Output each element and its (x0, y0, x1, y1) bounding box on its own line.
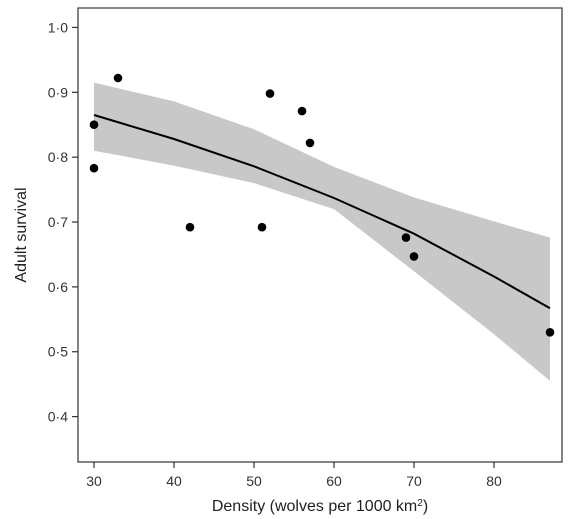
data-point (89, 163, 99, 173)
x-axis-title-superscript: 2 (417, 498, 423, 509)
data-point (409, 252, 419, 261)
fit-line (93, 114, 551, 310)
data-point (89, 120, 99, 129)
x-axis-title-main: Density (wolves per 1000 km (212, 498, 417, 515)
data-point (305, 138, 315, 148)
x-tick-label: 40 (166, 473, 182, 489)
y-axis-title: Adult survival (13, 187, 30, 282)
confidence-band (94, 82, 550, 381)
x-tick-label: 70 (406, 473, 422, 489)
data-point (401, 233, 411, 242)
x-axis-title: Density (wolves per 1000 km2) (212, 498, 428, 516)
x-tick-label: 60 (326, 473, 342, 489)
data-points-layer (89, 73, 555, 337)
fit-line-layer (93, 114, 551, 310)
y-axis-ticks: 0·4 0·5 0·6 0·7 0·8 0·9 1·0 (48, 19, 78, 425)
x-tick-label: 30 (86, 473, 102, 489)
data-point (185, 222, 195, 232)
y-tick-label: 0·7 (48, 214, 68, 230)
x-tick-label: 50 (246, 473, 262, 489)
data-point (113, 73, 123, 83)
y-tick-label: 0·8 (48, 149, 68, 165)
x-tick-label: 80 (486, 473, 502, 489)
data-point (545, 328, 555, 337)
y-tick-label: 0·6 (48, 279, 68, 295)
x-axis-title-close: ) (423, 498, 428, 515)
confidence-band-layer (94, 82, 550, 381)
plot-frame (77, 7, 563, 463)
y-tick-label: 0·5 (48, 344, 68, 360)
data-point (257, 222, 267, 232)
x-axis-ticks: 30 40 50 60 70 80 (86, 462, 502, 489)
data-point (297, 106, 307, 116)
y-tick-label: 1·0 (48, 19, 68, 35)
y-tick-label: 0·4 (48, 409, 68, 425)
y-tick-label: 0·9 (48, 84, 68, 100)
data-point (265, 89, 275, 98)
